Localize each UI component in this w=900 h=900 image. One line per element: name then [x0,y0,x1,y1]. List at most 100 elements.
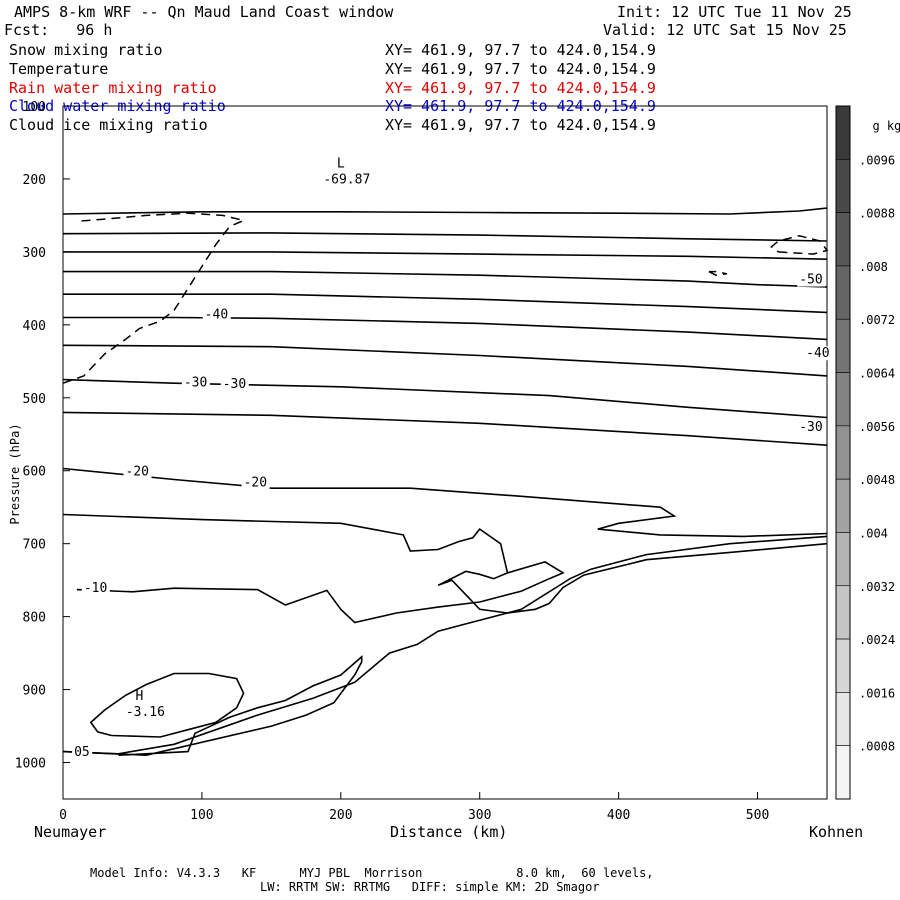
isotherm-contour [63,270,828,288]
colorbar-cell [835,265,851,320]
colorbar-level-label: .0048 [859,473,895,487]
isotherm-contour [63,316,828,341]
contour-label-bg [181,375,210,390]
model-info: Model Info: V4.3.3 KF MYJ PBL Morrison 8… [90,866,654,880]
isotherm-contour [76,561,565,624]
colorbar-level-label: .0016 [859,686,895,700]
colorbar-level-label: .0008 [859,740,895,754]
contour-label-bg [797,272,826,287]
colorbar-cell [835,159,851,213]
isotherm-contour [62,207,828,215]
extremum-value: -69.87 [323,173,370,188]
colorbar-level-label: .0032 [859,580,895,594]
plot-frame [62,105,828,800]
colorbar-cell [835,478,851,533]
contour-label-bg [123,464,152,479]
right-end-label: Kohnen [809,823,864,841]
dashed-contour [708,270,728,276]
colorbar-level-label: .0064 [859,367,895,381]
y-tick-label: 1000 [15,757,46,772]
contour-label: -30 [184,375,207,390]
outer-contour [62,655,363,757]
colorbar-unit: g kg-1 [858,102,900,133]
contour-label: -30 [223,377,246,392]
field-xy-1: XY= 461.9, 97.7 to 424.0,154.9 [385,60,656,78]
contour-label: -10 [84,581,107,596]
isotherm-contour [62,378,828,419]
contour-label: -20 [126,464,149,479]
contour-label-bg [241,475,270,490]
y-tick-label: 200 [23,173,46,188]
colorbar-cell [835,532,851,587]
colorbar-cell [835,372,851,427]
x-tick-label: 200 [329,808,352,823]
contour-label: -20 [244,475,267,490]
colorbar-cell [835,212,851,267]
contour-label-bg [72,745,93,760]
high-contour [89,672,245,738]
y-tick-label: 400 [23,319,46,334]
contour-label: -40 [806,346,829,361]
forecast-hour: Fcst: 96 h [4,21,113,39]
extremum-value: -3.16 [126,705,165,720]
colorbar-cell [835,425,851,480]
colorbar-cell [835,745,851,800]
x-tick-label: 400 [607,808,630,823]
x-tick-label: 0 [59,808,67,823]
contour-label: -30 [799,420,822,435]
x-tick-label: 500 [746,808,769,823]
dashed-contour [62,212,246,384]
y-tick-label: 500 [23,392,46,407]
colorbar-level-label: .008 [859,260,888,274]
y-tick-label: 600 [23,465,46,480]
contour-label-bg [202,307,231,322]
x-tick-label: 300 [468,808,491,823]
contour-label-bg [797,419,826,434]
field-xy-2: XY= 461.9, 97.7 to 424.0,154.9 [385,79,656,97]
isotherm-contour [62,411,828,446]
colorbar-level-label: .0024 [859,633,895,647]
field-name-1: Temperature [9,60,109,78]
y-tick-label: 800 [23,611,46,626]
field-name-0: Snow mixing ratio [9,41,163,59]
contour-label-bg [81,581,110,596]
colorbar-unit-text: g kg [872,119,900,133]
colorbar-cell [835,585,851,640]
y-axis-label: Pressure (hPa) [8,423,22,525]
isotherm-contour [63,251,828,260]
contour-label-bg [804,346,833,361]
isotherm-contour [63,293,828,314]
colorbar-level-label: .0056 [859,420,895,434]
dashed-contour [770,235,829,255]
isotherm-contour [62,232,828,242]
colorbar-level-label: .0096 [859,153,895,167]
y-tick-label: 100 [23,100,46,115]
field-name-4: Cloud ice mixing ratio [9,116,208,134]
contour-label-bg [220,376,249,391]
model-physics: LW: RRTM SW: RRTMG DIFF: simple KM: 2D S… [260,880,600,894]
isotherm-contour [62,467,828,538]
y-tick-label: 700 [23,538,46,553]
extremum-symbol: H [135,689,143,704]
contour-label: 05 [74,745,90,760]
colorbar-level-label: .004 [859,526,888,540]
field-xy-0: XY= 461.9, 97.7 to 424.0,154.9 [385,41,656,59]
extremum-symbol: L [337,157,345,172]
surface-contour [62,535,828,755]
y-tick-label: 900 [23,684,46,699]
isotherm-contour [62,513,828,614]
chart-title: AMPS 8-km WRF -- Qn Maud Land Coast wind… [14,3,394,21]
field-xy-4: XY= 461.9, 97.7 to 424.0,154.9 [385,116,656,134]
left-end-label: Neumayer [34,823,107,841]
colorbar-cell [835,638,851,693]
colorbar-cell [835,318,851,373]
contour-label: -50 [799,273,822,288]
colorbar-cell [835,692,851,746]
y-tick-label: 300 [23,246,46,261]
x-tick-label: 100 [190,808,213,823]
isotherm-contour [62,344,828,377]
valid-time: Valid: 12 UTC Sat 15 Nov 25 [603,21,847,39]
init-time: Init: 12 UTC Tue 11 Nov 25 [617,3,852,21]
colorbar-cell [835,105,851,160]
